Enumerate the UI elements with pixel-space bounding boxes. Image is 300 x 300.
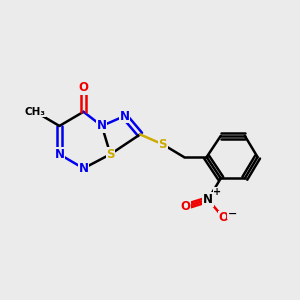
- Text: S: S: [158, 138, 167, 151]
- Text: O: O: [79, 81, 88, 94]
- Text: +: +: [213, 188, 221, 197]
- Text: N: N: [79, 162, 88, 175]
- Text: N: N: [54, 148, 64, 161]
- Text: CH₃: CH₃: [25, 107, 46, 117]
- Text: N: N: [119, 110, 130, 122]
- Text: N: N: [203, 193, 213, 206]
- Text: −: −: [227, 209, 237, 219]
- Text: N: N: [97, 119, 107, 132]
- Text: O: O: [219, 212, 229, 224]
- Text: S: S: [106, 148, 115, 161]
- Text: O: O: [180, 200, 190, 213]
